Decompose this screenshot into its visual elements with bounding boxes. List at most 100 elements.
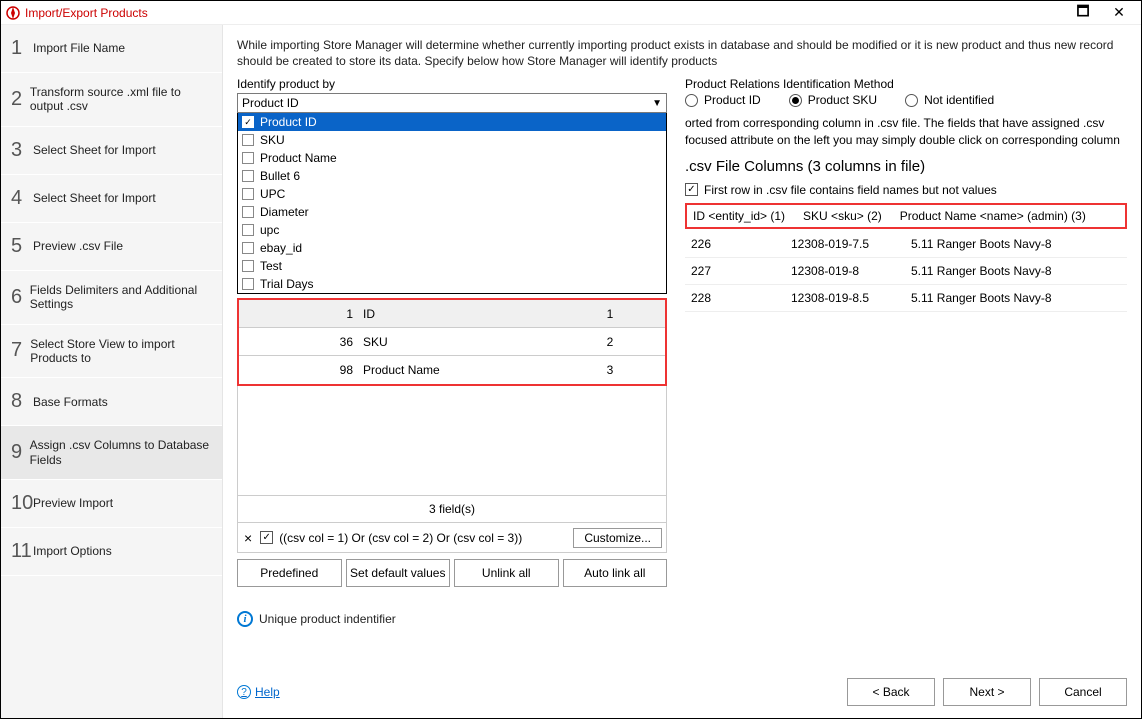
identify-option[interactable]: Trial Days xyxy=(238,275,666,293)
identify-option[interactable]: UPC xyxy=(238,185,666,203)
wizard-step-11[interactable]: 11Import Options xyxy=(1,528,222,576)
csv-data-row[interactable]: 22712308-019-85.11 Ranger Boots Navy-8 xyxy=(685,258,1127,285)
radio-label: Product ID xyxy=(704,93,761,107)
filter-checkbox[interactable]: ✓ xyxy=(260,531,273,544)
predefined-button[interactable]: Predefined xyxy=(237,559,342,587)
step-number: 8 xyxy=(11,390,33,413)
step-number: 11 xyxy=(11,540,33,563)
csv-data-row[interactable]: 22812308-019-8.55.11 Ranger Boots Navy-8 xyxy=(685,285,1127,312)
customize-button[interactable]: Customize... xyxy=(573,528,662,548)
csv-cell: 12308-019-8 xyxy=(791,264,911,278)
option-label: Product Name xyxy=(260,151,337,165)
field-mapping-row[interactable]: 36SKU2 xyxy=(239,328,665,356)
fields-mapping-table: 1ID136SKU298Product Name3 xyxy=(237,298,667,386)
next-button[interactable]: Next > xyxy=(943,678,1031,706)
help-link[interactable]: ? Help xyxy=(237,685,280,699)
step-number: 2 xyxy=(11,88,30,111)
wizard-step-8[interactable]: 8Base Formats xyxy=(1,378,222,426)
step-label: Select Store View to import Products to xyxy=(30,337,212,366)
csv-cell: 5.11 Ranger Boots Navy-8 xyxy=(911,237,1121,251)
identify-option[interactable]: Diameter xyxy=(238,203,666,221)
identify-dropdown: ✓ Product ID SKU Product Name Bullet 6 UPC Dia… xyxy=(237,113,667,294)
identify-label: Identify product by xyxy=(237,77,667,91)
wizard-step-6[interactable]: 6Fields Delimiters and Additional Settin… xyxy=(1,271,222,325)
step-label: Assign .csv Columns to Database Fields xyxy=(30,438,212,467)
step-number: 5 xyxy=(11,235,33,258)
csv-cell: 227 xyxy=(691,264,791,278)
csv-cell: 5.11 Ranger Boots Navy-8 xyxy=(911,291,1121,305)
field-mapping-row[interactable]: 1ID1 xyxy=(239,300,665,328)
chevron-down-icon: ▼ xyxy=(652,98,662,109)
field-index: 36 xyxy=(239,335,359,349)
csv-column-header[interactable]: ID <entity_id> (1) xyxy=(693,209,785,223)
identify-combo[interactable]: Product ID ▼ xyxy=(237,93,667,113)
wizard-step-10[interactable]: 10Preview Import xyxy=(1,480,222,528)
clear-filter-icon[interactable]: × xyxy=(242,530,254,546)
maximize-icon[interactable]: 🗖 xyxy=(1065,1,1101,25)
fields-count: 3 field(s) xyxy=(237,496,667,523)
step-label: Base Formats xyxy=(33,395,108,409)
field-csv-col: 2 xyxy=(555,335,665,349)
csv-data-rows: 22612308-019-7.55.11 Ranger Boots Navy-8… xyxy=(685,231,1127,312)
identify-option[interactable]: Bullet 6 xyxy=(238,167,666,185)
csv-column-header[interactable]: Product Name <name> (admin) (3) xyxy=(900,209,1086,223)
wizard-step-2[interactable]: 2Transform source .xml file to output .c… xyxy=(1,73,222,127)
checkbox-icon xyxy=(242,152,254,164)
csv-cell: 226 xyxy=(691,237,791,251)
close-icon[interactable]: ✕ xyxy=(1101,1,1137,25)
option-label: Product ID xyxy=(260,115,317,129)
csv-header-row: ID <entity_id> (1) SKU <sku> (2) Product N… xyxy=(685,203,1127,229)
step-label: Preview Import xyxy=(33,496,113,510)
field-mapping-row[interactable]: 98Product Name3 xyxy=(239,356,665,384)
identify-option[interactable]: SKU xyxy=(238,131,666,149)
filter-row: × ✓ ((csv col = 1) Or (csv col = 2) Or (… xyxy=(237,523,667,553)
wizard-step-5[interactable]: 5Preview .csv File xyxy=(1,223,222,271)
info-text: Unique product indentifier xyxy=(259,612,396,626)
option-label: SKU xyxy=(260,133,285,147)
field-name: SKU xyxy=(359,335,555,349)
cancel-button[interactable]: Cancel xyxy=(1039,678,1127,706)
step-number: 4 xyxy=(11,187,33,210)
csv-cell: 5.11 Ranger Boots Navy-8 xyxy=(911,264,1121,278)
set-default-button[interactable]: Set default values xyxy=(346,559,451,587)
csv-data-row[interactable]: 22612308-019-7.55.11 Ranger Boots Navy-8 xyxy=(685,231,1127,258)
identify-option[interactable]: ✓ Product ID xyxy=(238,113,666,131)
filter-expression: ((csv col = 1) Or (csv col = 2) Or (csv … xyxy=(279,531,522,545)
radio-label: Product SKU xyxy=(808,93,877,107)
relations-radio-group: Product ID Product SKU Not identified xyxy=(685,93,1127,107)
field-csv-col: 1 xyxy=(555,307,665,321)
relation-radio[interactable]: Product ID xyxy=(685,93,761,107)
checkbox-icon xyxy=(242,134,254,146)
relation-radio[interactable]: Not identified xyxy=(905,93,994,107)
identify-option[interactable]: ebay_id xyxy=(238,239,666,257)
option-label: upc xyxy=(260,223,279,237)
wizard-step-1[interactable]: 1Import File Name xyxy=(1,25,222,73)
auto-link-all-button[interactable]: Auto link all xyxy=(563,559,668,587)
identify-option[interactable]: Product Name xyxy=(238,149,666,167)
step-number: 10 xyxy=(11,492,33,515)
checkbox-icon xyxy=(242,206,254,218)
field-csv-col: 3 xyxy=(555,363,665,377)
first-row-label: First row in .csv file contains field na… xyxy=(704,183,997,197)
option-label: Diameter xyxy=(260,205,309,219)
wizard-step-3[interactable]: 3Select Sheet for Import xyxy=(1,127,222,175)
relation-radio[interactable]: Product SKU xyxy=(789,93,877,107)
right-help-text: orted from corresponding column in .csv … xyxy=(685,115,1127,147)
identify-option[interactable]: Test xyxy=(238,257,666,275)
csv-cell: 228 xyxy=(691,291,791,305)
titlebar: Import/Export Products 🗖 ✕ xyxy=(1,1,1141,25)
wizard-step-7[interactable]: 7Select Store View to import Products to xyxy=(1,325,222,379)
option-label: UPC xyxy=(260,187,285,201)
identify-option[interactable]: upc xyxy=(238,221,666,239)
checkbox-icon: ✓ xyxy=(242,116,254,128)
csv-cell: 12308-019-7.5 xyxy=(791,237,911,251)
step-number: 9 xyxy=(11,441,30,464)
checkbox-icon xyxy=(242,260,254,272)
unlink-all-button[interactable]: Unlink all xyxy=(454,559,559,587)
wizard-step-9[interactable]: 9Assign .csv Columns to Database Fields xyxy=(1,426,222,480)
csv-column-header[interactable]: SKU <sku> (2) xyxy=(803,209,882,223)
step-number: 1 xyxy=(11,37,33,60)
wizard-step-4[interactable]: 4Select Sheet for Import xyxy=(1,175,222,223)
back-button[interactable]: < Back xyxy=(847,678,935,706)
first-row-checkbox[interactable]: ✓ xyxy=(685,183,698,196)
